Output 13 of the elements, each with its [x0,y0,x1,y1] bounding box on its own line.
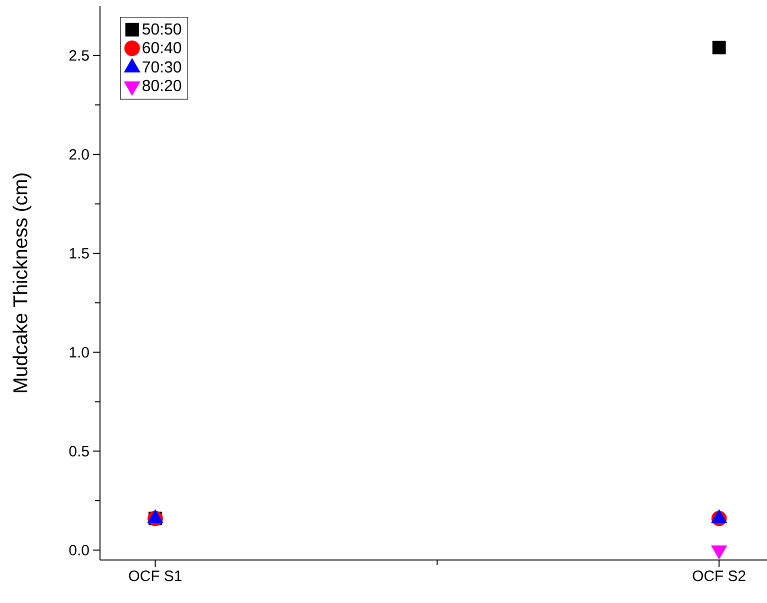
y-tick-label: 1.5 [70,248,89,259]
y-axis-title: Mudcake Thickness (cm) [12,174,32,392]
legend-label: 70:30 [142,61,182,73]
y-tick-label: 2.5 [69,50,89,61]
x-tick-label: OCF S1 [128,570,182,582]
y-tick-label: 0.5 [69,446,89,456]
legend-label: 60:40 [142,42,182,54]
legend-label: 50:50 [142,23,182,35]
x-tick-label: OCF S2 [692,570,746,582]
y-tick-label: 1.0 [70,346,89,358]
y-tick-label: 0.0 [69,544,89,556]
y-tick-label: 2.0 [69,149,89,160]
legend-label: 80:20 [142,80,182,92]
